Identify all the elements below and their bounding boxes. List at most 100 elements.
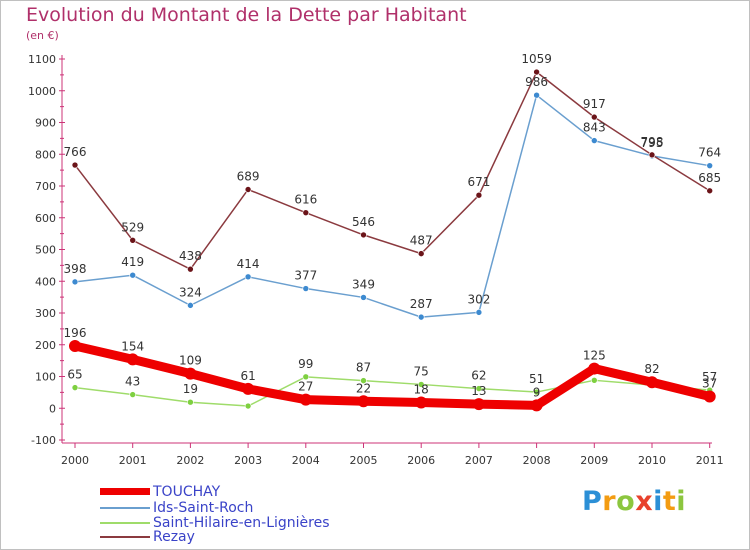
data-label: 287 bbox=[410, 297, 433, 311]
data-label: 349 bbox=[352, 277, 375, 291]
data-point-rezay bbox=[71, 161, 79, 169]
data-point-saint-hilaire bbox=[302, 373, 310, 381]
data-point-saint-hilaire bbox=[417, 381, 425, 388]
y-tick-label: 800 bbox=[35, 148, 56, 161]
x-tick-label: 2006 bbox=[407, 454, 435, 467]
data-point-saint-hilaire bbox=[360, 377, 367, 384]
y-tick-label: 600 bbox=[35, 212, 56, 225]
series-lines bbox=[69, 68, 716, 412]
data-label: 766 bbox=[64, 145, 87, 159]
data-point-saint-hilaire bbox=[475, 385, 483, 392]
data-label: 438 bbox=[179, 249, 202, 263]
data-label: 843 bbox=[583, 121, 606, 135]
data-label: 154 bbox=[121, 339, 144, 353]
legend-item-saint-hilaire: Saint-Hilaire-en-Lignières bbox=[100, 514, 330, 531]
x-tick-label: 2001 bbox=[119, 454, 147, 467]
legend-label: TOUCHAY bbox=[153, 483, 221, 500]
data-point-saint-hilaire bbox=[590, 377, 598, 384]
legend-item-rezay: Rezay bbox=[100, 528, 195, 545]
data-label: 125 bbox=[583, 349, 606, 363]
data-label: 75 bbox=[414, 364, 429, 378]
x-tick-label: 2003 bbox=[234, 454, 262, 467]
data-point-touchay bbox=[588, 362, 601, 375]
data-label: 99 bbox=[298, 357, 313, 371]
data-point-saint-hilaire bbox=[129, 391, 136, 398]
legend-swatch-touchay bbox=[100, 488, 150, 495]
data-label: 986 bbox=[525, 75, 548, 89]
data-label: 57 bbox=[702, 370, 717, 384]
data-label: 22 bbox=[356, 381, 371, 395]
data-label: 87 bbox=[356, 361, 371, 375]
data-label: 764 bbox=[698, 146, 721, 160]
legend-label: Ids-Saint-Roch bbox=[153, 499, 254, 516]
x-tick-label: 2010 bbox=[638, 454, 666, 467]
y-tick-label: 1100 bbox=[28, 53, 56, 66]
data-label: 377 bbox=[294, 269, 317, 283]
data-point-touchay bbox=[530, 399, 543, 412]
data-label: 487 bbox=[410, 234, 433, 248]
y-tick-label: 700 bbox=[35, 180, 56, 193]
data-point-touchay bbox=[126, 353, 139, 366]
data-point-touchay bbox=[184, 367, 197, 380]
data-label: 798 bbox=[641, 135, 664, 149]
data-label: 685 bbox=[698, 171, 721, 185]
y-tick-label: 900 bbox=[35, 117, 56, 130]
data-label: 82 bbox=[644, 362, 659, 376]
x-tick-label: 2004 bbox=[292, 454, 320, 467]
x-tick-label: 2008 bbox=[523, 454, 551, 467]
data-label: 529 bbox=[121, 220, 144, 234]
data-label: 419 bbox=[121, 255, 144, 269]
data-point-rezay bbox=[706, 187, 714, 195]
x-tick-label: 2007 bbox=[465, 454, 493, 467]
y-tick-label: 1000 bbox=[28, 85, 56, 98]
x-tick-label: 2005 bbox=[350, 454, 378, 467]
data-point-touchay bbox=[703, 390, 716, 403]
legend-swatch-ids-saint-roch bbox=[100, 506, 150, 509]
y-tick-label: 0 bbox=[49, 402, 56, 415]
data-label: 689 bbox=[237, 169, 260, 183]
series-line-saint-hilaire bbox=[74, 376, 711, 407]
data-label: 9 bbox=[533, 385, 541, 399]
data-point-touchay bbox=[646, 376, 658, 389]
x-tick-label: 2000 bbox=[61, 454, 89, 467]
x-tick-label: 2002 bbox=[176, 454, 204, 467]
data-point-touchay bbox=[357, 395, 370, 408]
data-label: 61 bbox=[240, 369, 255, 383]
data-label: 27 bbox=[298, 380, 313, 394]
legend-item-ids-saint-roch: Ids-Saint-Roch bbox=[100, 499, 254, 516]
data-label: 109 bbox=[179, 354, 202, 368]
series-line-ids-saint-roch bbox=[74, 94, 711, 318]
data-label: 1059 bbox=[521, 52, 552, 66]
data-point-ids-saint-roch bbox=[533, 91, 540, 99]
x-tick-label: 2011 bbox=[696, 454, 724, 467]
x-tick-label: 2009 bbox=[580, 454, 608, 467]
data-point-touchay bbox=[69, 340, 81, 353]
data-label: 43 bbox=[125, 375, 140, 389]
legend-label: Saint-Hilaire-en-Lignières bbox=[153, 514, 330, 531]
legend-item-touchay: TOUCHAY bbox=[100, 483, 221, 500]
data-point-ids-saint-roch bbox=[302, 285, 310, 292]
data-point-ids-saint-roch bbox=[187, 302, 194, 309]
y-tick-label: 500 bbox=[35, 244, 56, 257]
data-point-rezay bbox=[533, 68, 540, 76]
data-point-touchay bbox=[472, 398, 485, 411]
y-tick-label: 100 bbox=[35, 371, 56, 384]
data-point-rezay bbox=[648, 151, 656, 159]
data-point-ids-saint-roch bbox=[71, 278, 79, 286]
legend-swatch-saint-hilaire bbox=[100, 521, 150, 524]
y-tick-label: -100 bbox=[31, 434, 56, 447]
data-point-ids-saint-roch bbox=[417, 313, 425, 321]
data-label: 65 bbox=[67, 368, 82, 382]
data-point-ids-saint-roch bbox=[360, 294, 367, 301]
data-point-saint-hilaire bbox=[187, 398, 194, 406]
data-point-touchay bbox=[415, 396, 428, 409]
series-line-rezay bbox=[74, 71, 711, 270]
data-label: 671 bbox=[467, 175, 490, 189]
data-point-ids-saint-roch bbox=[244, 273, 252, 281]
data-label: 398 bbox=[64, 262, 87, 276]
data-point-rezay bbox=[590, 113, 598, 121]
data-label: 616 bbox=[294, 193, 317, 207]
legend-label: Rezay bbox=[153, 528, 195, 545]
data-labels: 196 154 109 61 27 22 18 13 9 125 82 37 398 419 324 414 3… bbox=[64, 52, 722, 399]
